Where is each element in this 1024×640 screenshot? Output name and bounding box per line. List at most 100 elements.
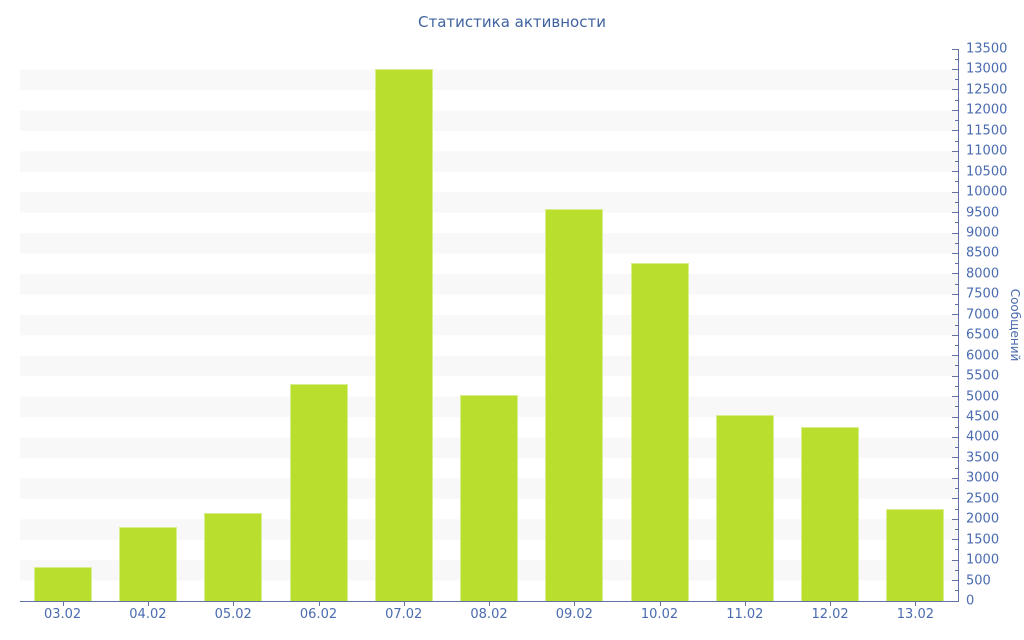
y-tick-label: 5500 <box>966 368 1000 384</box>
y-major-tick <box>952 293 958 295</box>
y-major-tick <box>952 436 958 438</box>
y-minor-tick <box>955 304 958 306</box>
y-minor-tick <box>955 283 958 285</box>
y-minor-tick <box>955 181 958 183</box>
y-minor-tick <box>955 549 958 551</box>
y-major-tick <box>952 457 958 459</box>
bar <box>289 384 348 601</box>
y-tick-label: 9000 <box>966 225 1000 241</box>
y-tick-label: 4500 <box>966 409 1000 425</box>
y-minor-tick <box>955 590 958 592</box>
y-tick-label: 4000 <box>966 429 1000 445</box>
x-tick-label: 06.02 <box>299 607 338 622</box>
y-tick-label: 5000 <box>966 389 1000 405</box>
x-axis-tick <box>574 602 576 606</box>
y-tick-label: 6000 <box>966 348 1000 364</box>
y-major-tick <box>952 273 958 275</box>
y-tick-label: 500 <box>966 573 991 589</box>
y-minor-tick <box>955 324 958 326</box>
y-minor-tick <box>955 406 958 408</box>
x-tick-label: 11.02 <box>726 607 764 622</box>
y-tick-label: 6500 <box>966 327 1000 343</box>
y-tick-label: 11500 <box>966 123 1008 139</box>
x-tick-label: 10.02 <box>640 607 679 622</box>
x-axis-tick <box>62 602 64 606</box>
y-tick-label: 3500 <box>966 450 1000 466</box>
y-minor-tick <box>955 488 958 490</box>
y-minor-tick <box>955 365 958 367</box>
y-tick-label: 2500 <box>966 491 1000 507</box>
y-major-tick <box>952 89 958 91</box>
y-tick-label: 0 <box>966 593 975 609</box>
chart-title: Статистика активности <box>418 13 606 31</box>
x-tick-label: 03.02 <box>43 607 82 622</box>
bar <box>118 527 177 601</box>
y-minor-tick <box>955 120 958 122</box>
bar <box>886 509 945 601</box>
y-major-tick <box>952 48 958 50</box>
y-major-tick <box>952 191 958 193</box>
x-axis-tick <box>915 602 917 606</box>
x-tick-label: 05.02 <box>214 607 252 622</box>
y-tick-label: 1000 <box>966 552 1000 568</box>
plot-area: 03.02 04.02 05.02 06.02 07.02 08.02 09.02 10.02… <box>20 42 1007 622</box>
y-minor-tick <box>955 569 958 571</box>
x-tick-label: 13.02 <box>896 607 934 622</box>
y-minor-tick <box>955 467 958 469</box>
y-tick-label: 8500 <box>966 245 1000 261</box>
y-tick-label: 11000 <box>966 143 1008 159</box>
y-major-tick <box>952 150 958 152</box>
y-major-tick <box>952 109 958 111</box>
y-minor-tick <box>955 222 958 224</box>
y-major-tick <box>952 314 958 316</box>
y-major-tick <box>952 539 958 541</box>
y-minor-tick <box>955 242 958 244</box>
y-major-tick <box>952 518 958 520</box>
x-tick-label: 07.02 <box>385 607 423 622</box>
y-major-tick <box>952 580 958 582</box>
y-tick-label: 2000 <box>966 511 1000 527</box>
y-tick-label: 1500 <box>966 532 1000 548</box>
bar <box>460 394 518 601</box>
y-tick-label: 13500 <box>966 41 1008 57</box>
y-minor-tick <box>955 426 958 428</box>
y-minor-tick <box>955 99 958 101</box>
y-major-tick <box>952 68 958 70</box>
y-minor-tick <box>955 201 958 203</box>
y-tick-label: 7000 <box>966 307 1000 323</box>
bar <box>545 208 604 601</box>
y-minor-tick <box>955 385 958 387</box>
y-major-tick <box>952 171 958 173</box>
x-tick-label: 04.02 <box>129 607 167 622</box>
y-tick-label: 7500 <box>966 286 1000 302</box>
y-tick-label: 9500 <box>966 205 1000 221</box>
y-minor-tick <box>955 508 958 510</box>
x-tick-label: 09.02 <box>555 607 593 622</box>
y-minor-tick <box>955 160 958 162</box>
y-tick-label: 10000 <box>966 184 1008 200</box>
y-major-tick <box>952 477 958 479</box>
y-tick-label: 8000 <box>966 266 1000 282</box>
x-tick-label: 08.02 <box>470 607 508 622</box>
x-axis-tick <box>659 602 661 606</box>
y-major-tick <box>952 252 958 254</box>
x-axis-tick <box>830 602 832 606</box>
y-major-tick <box>952 355 958 357</box>
bar <box>715 415 774 601</box>
y-major-tick <box>952 559 958 561</box>
y-tick-label: 12000 <box>966 102 1008 118</box>
y-major-tick <box>952 600 958 602</box>
bar <box>33 566 92 601</box>
bar <box>374 69 433 601</box>
y-minor-tick <box>955 528 958 530</box>
x-axis-tick <box>744 602 746 606</box>
y-major-tick <box>952 130 958 132</box>
bar <box>801 427 860 601</box>
y-major-tick <box>952 334 958 336</box>
y-major-tick <box>952 498 958 500</box>
y-minor-tick <box>955 263 958 265</box>
x-axis-tick <box>403 602 405 606</box>
x-axis-tick <box>147 602 149 606</box>
y-minor-tick <box>955 447 958 449</box>
